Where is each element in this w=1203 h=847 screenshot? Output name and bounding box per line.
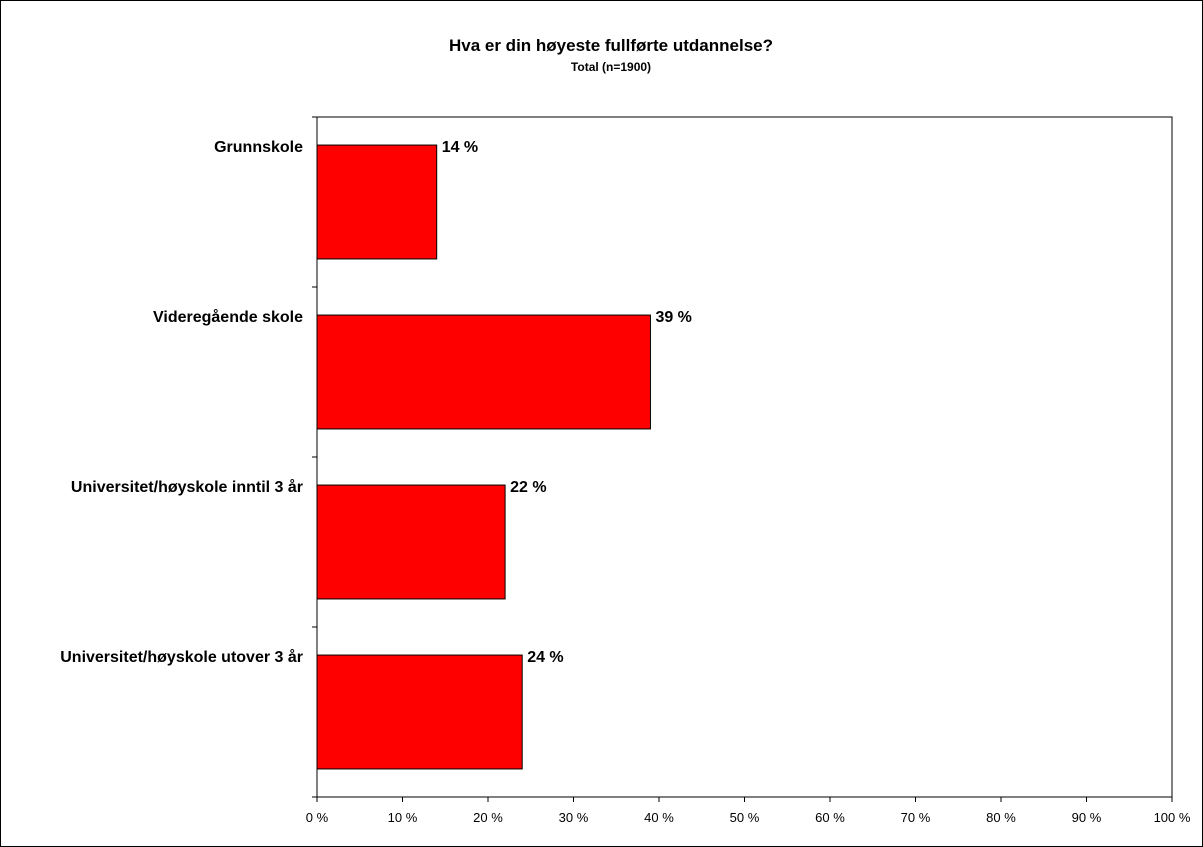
axis-layer: Grunnskole Videregående skole Universitet/… xyxy=(60,116,1191,825)
x-tick-label: 90 % xyxy=(1072,810,1102,825)
category-label: Videregående skole xyxy=(153,308,303,326)
x-tick-label: 40 % xyxy=(644,810,674,825)
x-tick-label: 50 % xyxy=(730,810,760,825)
category-label: Grunnskole xyxy=(214,139,303,156)
value-label: 39 % xyxy=(655,309,691,326)
bars-layer: 14 % 39 % 22 % 24 % xyxy=(316,139,692,770)
bar xyxy=(316,484,506,600)
value-label: 14 % xyxy=(442,139,478,156)
category-label: Universitet/høyskole inntil 3 år xyxy=(71,478,303,496)
x-tick-label: 80 % xyxy=(986,810,1016,825)
chart-subtitle: Total (n=1900) xyxy=(571,60,651,74)
x-tick-label: 60 % xyxy=(815,810,845,825)
category-label: Universitet/høyskole utover 3 år xyxy=(60,648,303,666)
x-tick-label: 10 % xyxy=(388,810,418,825)
bar xyxy=(316,314,651,430)
x-tick-label: 70 % xyxy=(901,810,931,825)
x-tick-label: 100 % xyxy=(1154,810,1191,825)
bar xyxy=(316,654,523,770)
chart-title: Hva er din høyeste fullførte utdannelse? xyxy=(449,36,773,55)
value-label: 22 % xyxy=(510,479,546,496)
value-label: 24 % xyxy=(527,649,563,666)
bar xyxy=(316,144,438,260)
x-tick-label: 0 % xyxy=(306,810,329,825)
x-tick-label: 30 % xyxy=(559,810,589,825)
x-tick-label: 20 % xyxy=(473,810,503,825)
